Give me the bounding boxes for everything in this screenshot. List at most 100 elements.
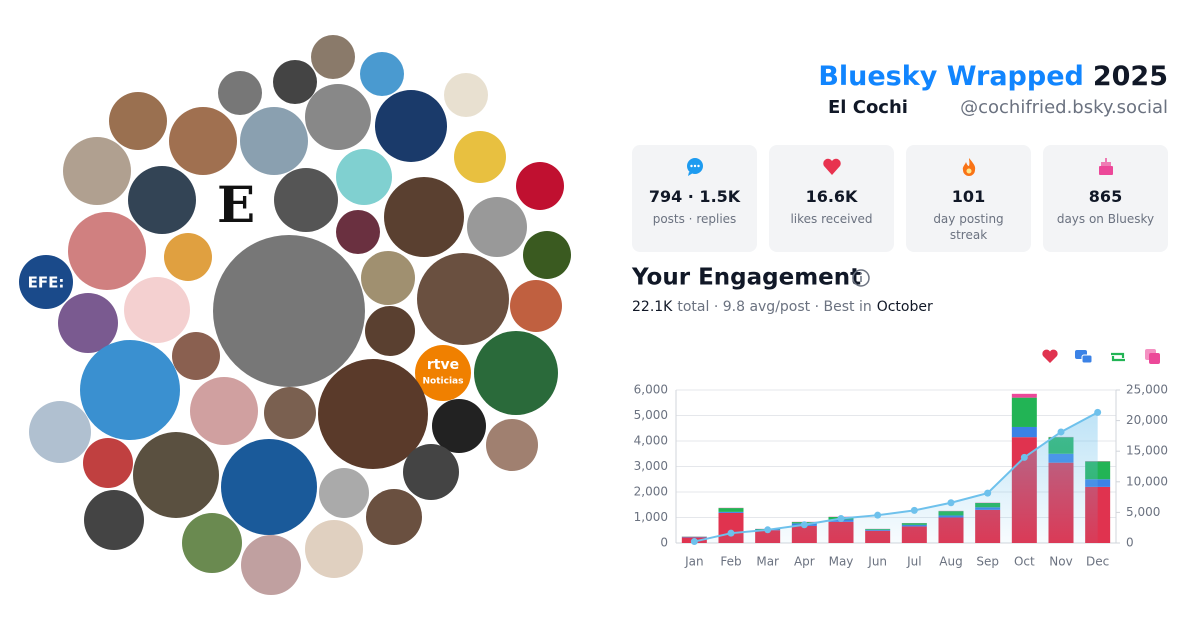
avatar[interactable] — [83, 438, 133, 488]
stat-value: 865 — [1088, 187, 1123, 206]
avatar[interactable] — [128, 166, 196, 234]
avatar[interactable] — [365, 306, 415, 356]
avatar[interactable] — [432, 399, 486, 453]
y2-tick-label: 0 — [1126, 536, 1134, 550]
avatar[interactable] — [375, 90, 447, 162]
stat-label: likes received — [790, 212, 873, 226]
x-tick-label: Jan — [684, 555, 704, 569]
avatar[interactable] — [240, 107, 308, 175]
avatar[interactable] — [218, 71, 262, 115]
legend-icon[interactable] — [1111, 352, 1125, 362]
stat-icon — [822, 158, 841, 175]
x-tick-label: Aug — [939, 555, 962, 569]
page-title: Bluesky Wrapped 2025 — [818, 61, 1168, 92]
line-point — [800, 521, 808, 529]
avatar[interactable] — [305, 84, 371, 150]
avatar[interactable] — [417, 253, 509, 345]
user-name: El Cochi — [828, 97, 908, 118]
avatar[interactable] — [510, 280, 562, 332]
avatar[interactable] — [58, 293, 118, 353]
bar-segment — [718, 508, 744, 512]
x-tick-label: Sep — [976, 555, 999, 569]
avatar[interactable] — [415, 345, 471, 401]
bar-segment — [1011, 393, 1037, 398]
avatar[interactable] — [360, 52, 404, 96]
stat-card: 101 day posting streak — [906, 145, 1031, 252]
x-tick-label: Feb — [720, 555, 741, 569]
avatar[interactable] — [124, 277, 190, 343]
avatar[interactable] — [221, 439, 317, 535]
avatar[interactable] — [474, 331, 558, 415]
y2-tick-label: 20,000 — [1126, 413, 1168, 427]
avatar[interactable] — [454, 131, 506, 183]
avatar[interactable] — [361, 251, 415, 305]
y-tick-label: 6,000 — [634, 383, 668, 397]
logo-text: Noticias — [423, 377, 464, 387]
avatar[interactable] — [164, 233, 212, 281]
avatar[interactable] — [133, 432, 219, 518]
avatar[interactable] — [336, 149, 392, 205]
avatar[interactable] — [19, 255, 73, 309]
legend — [1042, 349, 1160, 364]
avatar[interactable] — [274, 168, 338, 232]
avatar[interactable] — [384, 177, 464, 257]
x-tick-label: Apr — [794, 555, 815, 569]
avatar[interactable] — [516, 162, 564, 210]
logo-text: rtve — [427, 357, 459, 373]
y2-tick-label: 15,000 — [1126, 444, 1168, 458]
y2-tick-label: 10,000 — [1126, 474, 1168, 488]
y-tick-label: 4,000 — [634, 434, 668, 448]
avatar[interactable] — [305, 520, 363, 578]
bar-segment — [718, 511, 744, 513]
y-tick-label: 0 — [660, 536, 668, 550]
stat-icon — [1098, 158, 1113, 175]
best-month: October — [877, 299, 933, 315]
line-point — [874, 511, 882, 519]
y-tick-label: 1,000 — [634, 510, 668, 524]
avatar[interactable] — [29, 401, 91, 463]
avatar[interactable] — [172, 332, 220, 380]
avatar[interactable] — [190, 377, 258, 445]
legend-icon[interactable] — [1042, 349, 1058, 363]
info-icon[interactable] — [852, 269, 870, 287]
avatar[interactable] — [318, 359, 428, 469]
avatar[interactable] — [169, 107, 237, 175]
stat-card: 16.6K likes received — [769, 145, 894, 252]
avatar[interactable] — [403, 444, 459, 500]
avatar[interactable] — [80, 340, 180, 440]
avatar[interactable] — [213, 235, 365, 387]
area-fill — [694, 412, 1098, 543]
y-tick-label: 5,000 — [634, 408, 668, 422]
x-tick-label: Jun — [867, 555, 887, 569]
summary-text: total · 9.8 avg/post · Best in — [677, 299, 871, 315]
avatar[interactable] — [273, 60, 317, 104]
avatar[interactable] — [241, 535, 301, 595]
avatar[interactable] — [311, 35, 355, 79]
avatar[interactable] — [68, 212, 146, 290]
stat-value: 16.6K — [805, 187, 858, 206]
x-tick-label: Jul — [906, 555, 921, 569]
avatar[interactable] — [319, 468, 369, 518]
stat-value: 101 — [951, 187, 986, 206]
avatar[interactable] — [336, 210, 380, 254]
section-title: Your Engagement — [631, 265, 861, 291]
stat-label: days on Bluesky — [1056, 212, 1155, 226]
avatar[interactable] — [444, 73, 488, 117]
avatar[interactable] — [63, 137, 131, 205]
avatar[interactable] — [366, 489, 422, 545]
legend-icon[interactable] — [1081, 354, 1093, 364]
legend-icon[interactable] — [1149, 353, 1160, 364]
avatar[interactable] — [467, 197, 527, 257]
stat-card: 865 days on Bluesky — [1043, 145, 1168, 252]
stat-icon — [962, 158, 975, 176]
avatar[interactable] — [264, 387, 316, 439]
avatar[interactable] — [109, 92, 167, 150]
stat-card: 794 · 1.5K posts · replies — [632, 145, 757, 252]
avatar[interactable] — [523, 231, 571, 279]
title-brand: Bluesky Wrapped — [818, 61, 1084, 92]
avatar[interactable] — [182, 513, 242, 573]
avatar[interactable] — [84, 490, 144, 550]
avatar[interactable] — [486, 419, 538, 471]
